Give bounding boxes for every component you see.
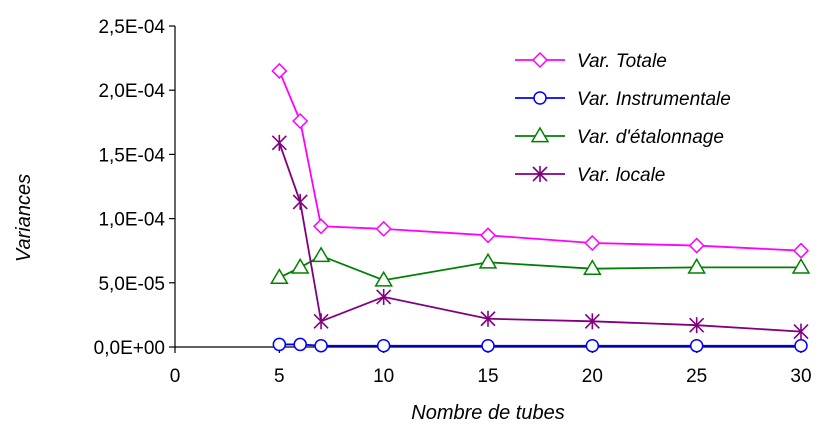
- data-point: [584, 234, 601, 252]
- legend-label: Var. Instrumentale: [577, 89, 731, 110]
- legend-label: Var. d'étalonnage: [577, 127, 724, 148]
- data-point: [292, 112, 309, 130]
- series-line: [278, 142, 802, 333]
- x-tick-label: 0: [170, 366, 181, 387]
- data-point: [479, 227, 497, 244]
- data-point: [794, 338, 808, 353]
- data-point: [376, 338, 391, 353]
- x-tick-label: 20: [582, 366, 603, 387]
- data-point: [689, 317, 705, 334]
- legend-marker: [530, 126, 550, 143]
- x-axis-title: Nombre de tubes: [411, 402, 564, 424]
- data-point: [793, 323, 809, 340]
- x-axis-ticks: 0 5 10 15 20 25 30: [170, 347, 812, 387]
- series-1: [272, 337, 808, 353]
- legend-label: Var. Totale: [577, 51, 667, 72]
- y-tick-label: 2,5E-04: [98, 17, 165, 38]
- y-tick-label: 1,0E-04: [98, 210, 165, 231]
- plot-area: 0,0E+00 5,0E-05 1,0E-04 1,5E-04 2,0E-04 2,5E-…: [94, 17, 812, 387]
- data-point: [311, 246, 331, 263]
- data-point: [791, 257, 811, 274]
- legend-item: Var. locale: [515, 165, 665, 186]
- series-line: [278, 254, 801, 282]
- data-point: [313, 218, 330, 235]
- y-axis-title: Variances: [13, 174, 35, 262]
- data-point: [583, 259, 602, 276]
- data-point: [272, 337, 287, 352]
- y-axis-ticks: 0,0E+00 5,0E-05 1,0E-04 1,5E-04 2,0E-04 2,5E-…: [94, 17, 175, 359]
- legend-item: Var. Totale: [515, 51, 667, 72]
- series-0: [271, 62, 810, 259]
- data-point: [313, 313, 329, 330]
- legend-item: Var. d'étalonnage: [515, 126, 724, 148]
- legend-marker: [532, 166, 548, 182]
- data-point: [290, 257, 310, 274]
- y-tick-label: 1,5E-04: [98, 145, 165, 166]
- data-point: [314, 338, 328, 353]
- y-tick-label: 5,0E-05: [98, 274, 165, 295]
- y-tick-label: 2,0E-04: [98, 81, 165, 102]
- data-point: [478, 252, 498, 269]
- series-line: [278, 70, 802, 252]
- x-tick-label: 10: [373, 366, 394, 387]
- data-point: [376, 288, 392, 305]
- x-tick-label: 30: [790, 366, 811, 387]
- series-layer: [270, 62, 811, 353]
- data-point: [271, 62, 288, 80]
- data-point: [687, 257, 706, 274]
- data-point: [293, 337, 307, 352]
- data-point: [270, 268, 289, 285]
- series-line: [279, 343, 801, 347]
- x-tick-label: 15: [477, 366, 498, 387]
- data-point: [689, 338, 704, 353]
- data-point: [584, 313, 600, 330]
- data-point: [480, 310, 496, 327]
- data-point: [292, 193, 308, 210]
- legend-item: Var. Instrumentale: [515, 89, 731, 110]
- legend-marker: [533, 91, 547, 105]
- y-tick-label: 0,0E+00: [94, 338, 165, 359]
- legend: Var. Totale Var. Instrumentale Var. d'étal…: [515, 51, 731, 186]
- legend-marker: [531, 51, 549, 69]
- legend-label: Var. locale: [577, 165, 665, 186]
- data-point: [792, 242, 810, 259]
- x-tick-label: 5: [274, 366, 285, 387]
- x-tick-label: 25: [686, 366, 707, 387]
- data-point: [585, 338, 600, 353]
- data-point: [688, 237, 705, 254]
- series-3: [271, 134, 809, 340]
- series-2: [270, 246, 811, 287]
- data-point: [271, 134, 287, 151]
- data-point: [481, 338, 495, 353]
- data-point: [374, 270, 393, 287]
- data-point: [375, 220, 392, 237]
